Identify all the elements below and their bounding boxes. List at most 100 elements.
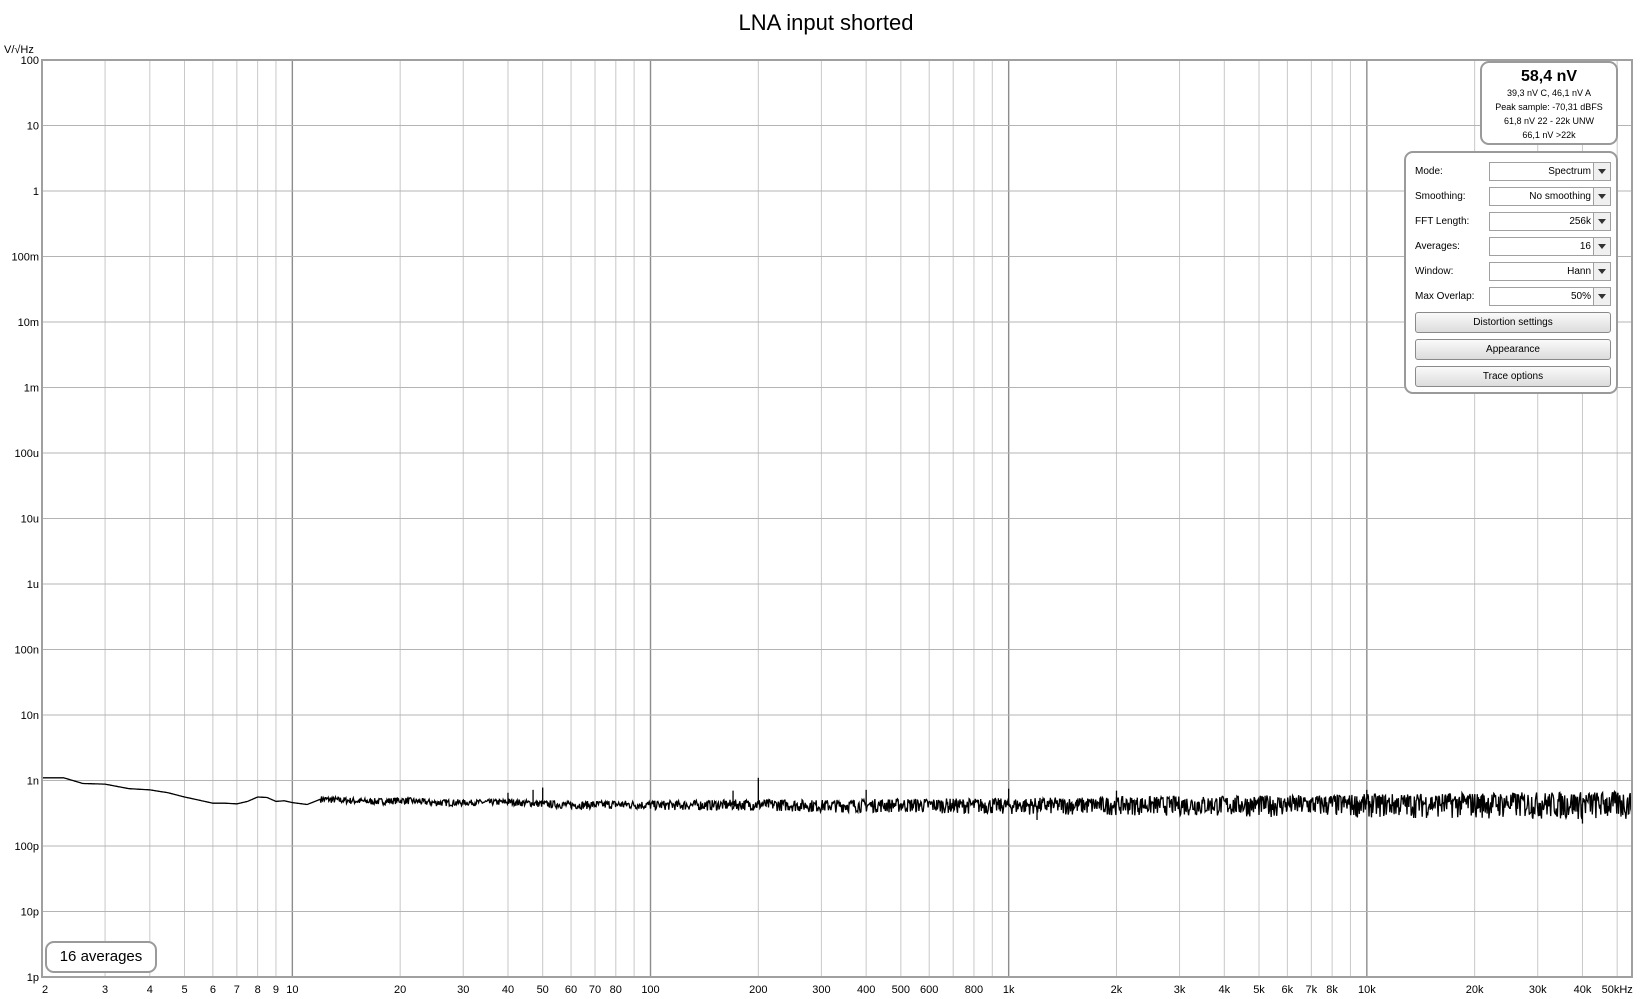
- appearance-button[interactable]: Appearance: [1415, 339, 1611, 360]
- x-tick-label: 3k: [1174, 984, 1186, 996]
- x-tick-label: 4: [147, 984, 153, 996]
- mode-value: Spectrum: [1548, 166, 1591, 177]
- smoothing-value: No smoothing: [1529, 191, 1591, 202]
- x-tick-label: 6: [210, 984, 216, 996]
- x-tick-label: 50: [537, 984, 549, 996]
- x-tick-label: 7k: [1306, 984, 1318, 996]
- y-tick-label: 1p: [27, 972, 39, 984]
- max-overlap-label: Max Overlap:: [1415, 291, 1475, 302]
- x-tick-label: 30k: [1529, 984, 1547, 996]
- x-tick-label: 600: [920, 984, 938, 996]
- y-tick-label: 100n: [15, 645, 39, 657]
- readout-line-peak: Peak sample: -70,31 dBFS: [1495, 102, 1603, 112]
- y-tick-label: 100p: [15, 841, 39, 853]
- smoothing-label: Smoothing:: [1415, 191, 1466, 202]
- fft-length-value: 256k: [1569, 216, 1591, 227]
- window-label: Window:: [1415, 266, 1454, 277]
- x-tick-label: 10: [286, 984, 298, 996]
- y-tick-label: 100: [21, 55, 39, 67]
- max-overlap-row: Max Overlap: 50%: [1415, 287, 1611, 308]
- y-tick-label: 1m: [24, 383, 39, 395]
- window-value: Hann: [1567, 266, 1591, 277]
- window-row: Window: Hann: [1415, 262, 1611, 283]
- x-tick-label: 4k: [1218, 984, 1230, 996]
- chevron-down-icon[interactable]: [1593, 163, 1610, 180]
- x-tick-label: 8: [255, 984, 261, 996]
- x-tick-label: 20k: [1466, 984, 1484, 996]
- smoothing-row: Smoothing: No smoothing: [1415, 187, 1611, 208]
- x-tick-label: 300: [812, 984, 830, 996]
- distortion-settings-button[interactable]: Distortion settings: [1415, 312, 1611, 333]
- level-readout: 58,4 nV 39,3 nV C, 46,1 nV A Peak sample…: [1480, 61, 1618, 145]
- x-tick-label: 500: [892, 984, 910, 996]
- chevron-down-icon[interactable]: [1593, 288, 1610, 305]
- y-tick-label: 10p: [21, 907, 39, 919]
- x-tick-label: 70: [589, 984, 601, 996]
- y-tick-label: 1u: [27, 579, 39, 591]
- chevron-down-icon[interactable]: [1593, 238, 1610, 255]
- mode-select[interactable]: Spectrum: [1489, 162, 1611, 181]
- y-tick-label: 1n: [27, 776, 39, 788]
- plot-frame: [41, 59, 1633, 978]
- x-tick-labels: 2 3 4 5 6 7 8 9 10 20 30 40 50 60 70 80 100 200 300 400 500 6…: [42, 984, 1633, 996]
- y-tick-labels: 100 10 1 100m 10m 1m 100u 10u 1u 100n 10n 1n 100p 10p…: [11, 55, 39, 984]
- rta-controls-panel: Mode: Spectrum Smoothing: No smoothing F…: [1404, 151, 1618, 394]
- spectrum-line: [42, 777, 1633, 821]
- plot-grid: [41, 59, 1632, 978]
- x-tick-label: 6k: [1282, 984, 1294, 996]
- x-tick-label: 40: [502, 984, 514, 996]
- readout-line-c-a: 39,3 nV C, 46,1 nV A: [1506, 88, 1592, 98]
- x-tick-label: 40k: [1574, 984, 1592, 996]
- x-tick-label: 9: [273, 984, 279, 996]
- mode-label: Mode:: [1415, 166, 1443, 177]
- y-tick-label: 10: [27, 121, 39, 133]
- y-tick-label: 10m: [18, 317, 39, 329]
- x-tick-label: 2: [42, 984, 48, 996]
- readout-line-unw: 61,8 nV 22 - 22k UNW: [1503, 116, 1595, 126]
- smoothing-select[interactable]: No smoothing: [1489, 187, 1611, 206]
- x-tick-label: 2k: [1111, 984, 1123, 996]
- averages-row: Averages: 16: [1415, 237, 1611, 258]
- mode-row: Mode: Spectrum: [1415, 162, 1611, 183]
- x-tick-label: 5: [181, 984, 187, 996]
- y-tick-label: 100m: [11, 252, 39, 264]
- spectrum-trace: [42, 777, 1633, 824]
- averages-select[interactable]: 16: [1489, 237, 1611, 256]
- x-tick-label: 400: [857, 984, 875, 996]
- x-tick-label: 10k: [1358, 984, 1376, 996]
- averages-count-badge: 16 averages: [45, 941, 157, 973]
- y-axis-unit: V/√Hz: [4, 44, 34, 56]
- readout-line-above-22k: 66,1 nV >22k: [1522, 130, 1576, 140]
- chevron-down-icon[interactable]: [1593, 188, 1610, 205]
- fft-length-row: FFT Length: 256k: [1415, 212, 1611, 233]
- fft-length-select[interactable]: 256k: [1489, 212, 1611, 231]
- trace-options-button[interactable]: Trace options: [1415, 366, 1611, 387]
- averages-label: Averages:: [1415, 241, 1460, 252]
- x-tick-label: 5k: [1253, 984, 1265, 996]
- x-tick-label: 8k: [1326, 984, 1338, 996]
- x-tick-label: 800: [965, 984, 983, 996]
- y-tick-label: 10n: [21, 710, 39, 722]
- max-overlap-select[interactable]: 50%: [1489, 287, 1611, 306]
- chevron-down-icon[interactable]: [1593, 263, 1610, 280]
- chevron-down-icon[interactable]: [1593, 213, 1610, 230]
- y-tick-label: 1: [33, 186, 39, 198]
- readout-main-value: 58,4 nV: [1520, 68, 1578, 85]
- x-tick-label: 20: [394, 984, 406, 996]
- y-tick-label: 100u: [15, 448, 39, 460]
- x-tick-label: 50kHz: [1602, 984, 1633, 996]
- x-tick-label: 100: [641, 984, 659, 996]
- window-select[interactable]: Hann: [1489, 262, 1611, 281]
- x-tick-label: 80: [610, 984, 622, 996]
- chart-title: LNA input shorted: [739, 10, 914, 35]
- x-tick-label: 30: [457, 984, 469, 996]
- x-tick-label: 1k: [1003, 984, 1015, 996]
- x-tick-label: 60: [565, 984, 577, 996]
- x-tick-label: 7: [234, 984, 240, 996]
- x-tick-label: 200: [749, 984, 767, 996]
- averages-value: 16: [1579, 241, 1591, 252]
- y-tick-label: 10u: [21, 514, 39, 526]
- max-overlap-value: 50%: [1570, 291, 1591, 302]
- x-tick-label: 3: [102, 984, 108, 996]
